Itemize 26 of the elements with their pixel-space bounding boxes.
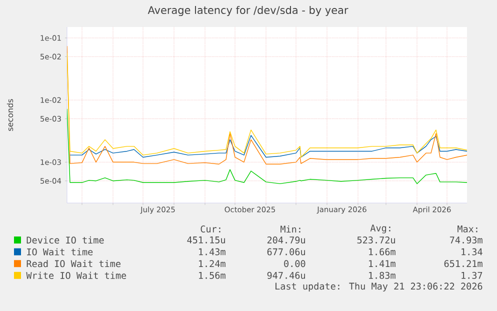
text: 204.79u: [267, 236, 305, 244]
text: 1.41m: [369, 260, 396, 267]
legend-label: Write IO Wait time: [26, 272, 126, 279]
text: Cur:: [200, 226, 220, 232]
text: 1.37: [462, 272, 482, 279]
text: 1.24m: [199, 260, 226, 268]
text: 1.43m: [199, 248, 226, 256]
text: 1.66m: [369, 248, 396, 256]
legend-label: Read IO Wait time: [26, 260, 120, 268]
text: 451.15u: [187, 236, 225, 244]
legend-label: IO Wait time: [27, 248, 93, 256]
text: 677.06u: [267, 248, 305, 256]
text: 947.46u: [267, 272, 305, 279]
chart-title: Average latency for /dev/sda - by year: [148, 6, 348, 16]
text: 1.56m: [199, 272, 226, 279]
text: 0.00: [284, 260, 306, 268]
text: 1.83m: [369, 272, 396, 279]
text: Min:: [280, 225, 300, 233]
text: Last update: Thu May 21 23:06:22 2026: [276, 282, 482, 292]
text: 651.21m: [444, 260, 482, 268]
legend-label: Device IO time: [26, 236, 104, 244]
text: 74.93m: [450, 236, 482, 244]
text: Max:: [458, 226, 478, 232]
text: Avg:: [370, 224, 390, 234]
text: 523.72u: [357, 236, 395, 244]
text: 1.34: [462, 248, 482, 256]
